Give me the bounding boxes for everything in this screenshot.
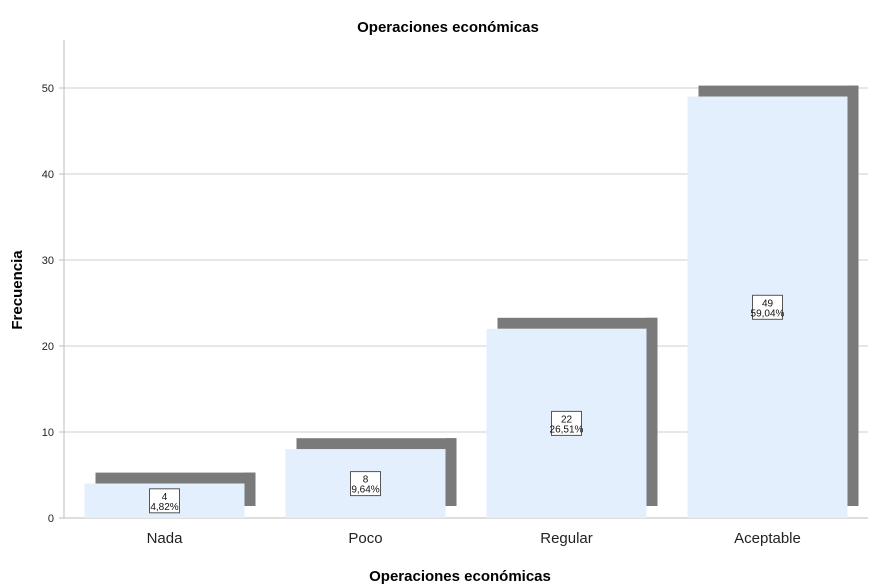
bar-shadow-side: [646, 317, 658, 506]
y-axis-title: Frecuencia: [9, 250, 26, 330]
data-label-box: [350, 471, 381, 497]
x-tick-label: Nada: [147, 530, 184, 547]
data-label-box: [752, 294, 783, 320]
y-tick-label: 0: [48, 513, 54, 525]
y-tick-label: 10: [42, 427, 54, 439]
data-label-percent: 9,64%: [351, 485, 379, 496]
bar-shadow-top: [296, 438, 457, 450]
y-tick-label: 20: [42, 341, 54, 353]
data-label-count: 4: [162, 492, 168, 503]
x-tick-label: Poco: [348, 530, 382, 547]
data-label-percent: 59,04%: [751, 308, 785, 319]
bar-shadow-top: [95, 472, 256, 484]
x-axis-title: Operaciones económicas: [369, 568, 551, 585]
y-tick-label: 40: [42, 169, 54, 181]
bar-shadow-side: [847, 85, 859, 506]
x-tick-label: Regular: [540, 530, 593, 547]
x-tick-label: Aceptable: [734, 530, 801, 547]
y-tick-label: 30: [42, 255, 54, 267]
bar-shadow-side: [244, 472, 256, 506]
y-tick-label: 50: [42, 83, 54, 95]
data-label-box: [149, 488, 180, 514]
bar-shadow-top: [698, 85, 859, 97]
bars: [84, 85, 859, 518]
data-label-count: 8: [363, 475, 369, 486]
data-label-count: 22: [561, 414, 573, 425]
data-label-box: [551, 410, 582, 436]
data-label-percent: 4,82%: [150, 502, 178, 513]
bar-shadow-top: [497, 317, 658, 329]
data-label-percent: 26,51%: [550, 424, 584, 435]
bar-shadow-side: [445, 438, 457, 506]
chart-title: Operaciones económicas: [357, 19, 539, 36]
data-label-count: 49: [762, 298, 774, 309]
